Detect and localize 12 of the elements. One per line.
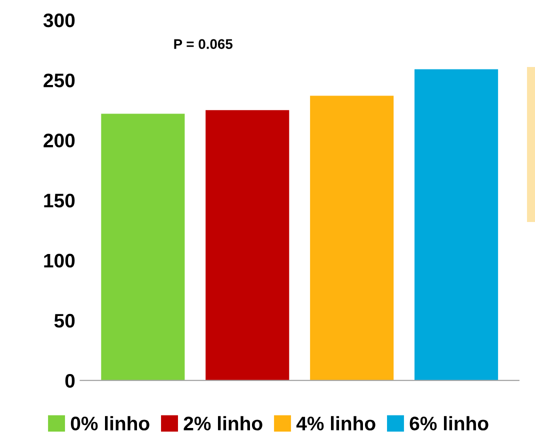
legend-label: 0% linho — [70, 416, 150, 430]
y-tick-label: 150 — [44, 194, 75, 208]
legend-label: 4% linho — [296, 416, 376, 430]
y-tick-label: 50 — [54, 314, 75, 328]
y-tick-label: 200 — [44, 134, 75, 148]
legend-label: 2% linho — [184, 416, 262, 430]
legend-label: 6% linho — [410, 416, 488, 430]
y-tick-label: 100 — [44, 254, 75, 268]
y-tick-label: 0 — [65, 374, 75, 388]
y-tick-label: 250 — [44, 74, 75, 88]
y-tick-label: 300 — [43, 13, 75, 28]
annotation: P = 0.065 — [174, 39, 233, 49]
